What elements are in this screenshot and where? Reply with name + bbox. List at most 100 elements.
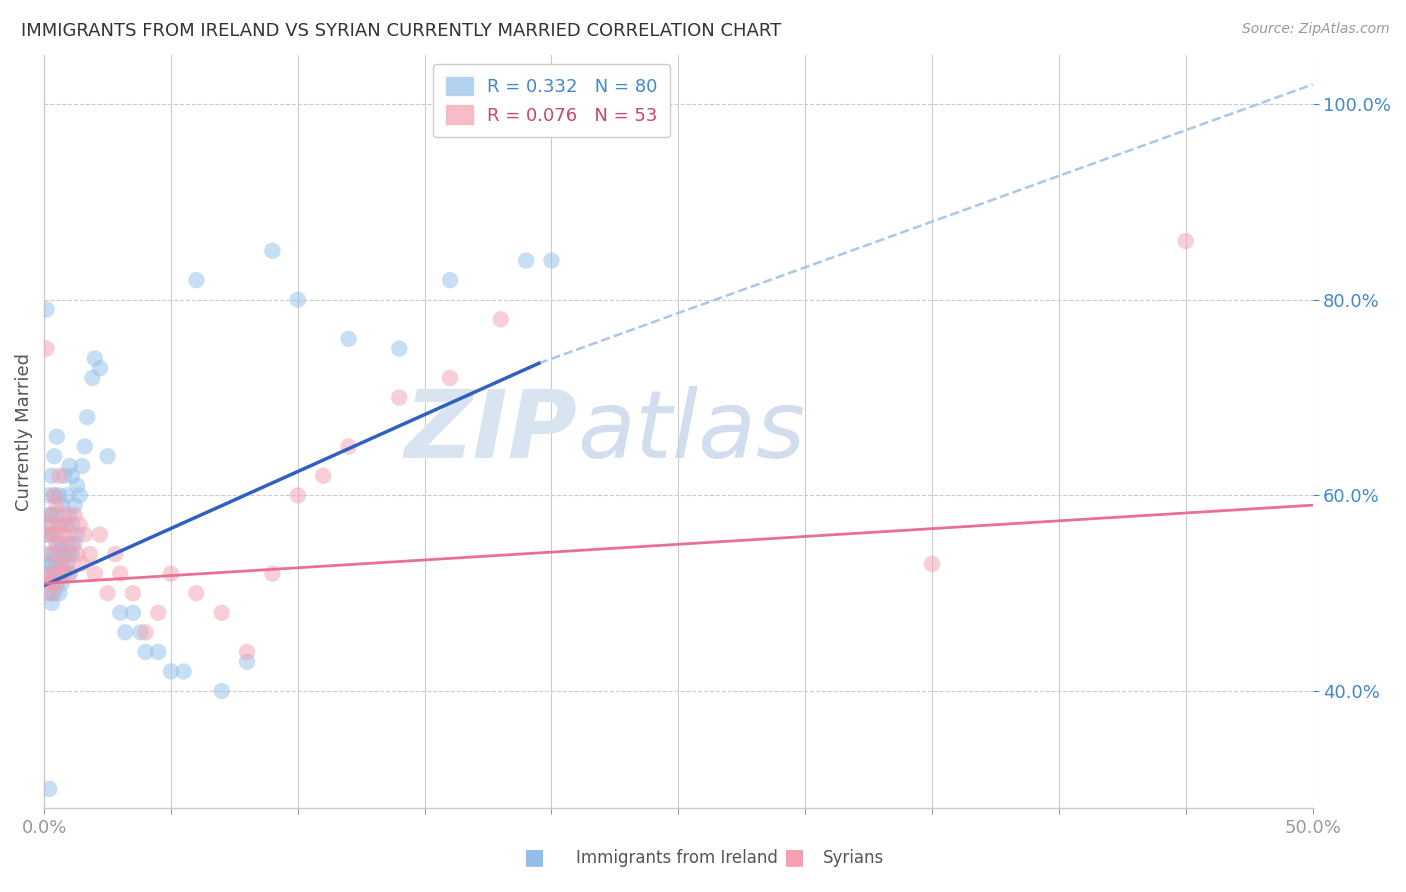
Point (82, 371, 104, 385)
Text: ■: ■ (785, 847, 804, 867)
Point (89, 527, 111, 541)
Point (104, 547, 127, 561)
Point (41, 586, 63, 600)
Point (53, 517, 76, 532)
Point (51, 566, 73, 581)
Point (35, 527, 58, 541)
Point (83, 351, 105, 366)
Point (51, 576, 73, 591)
Point (262, 566, 284, 581)
Point (114, 625, 136, 640)
Point (388, 391, 411, 405)
Point (38, 517, 60, 532)
Point (60, 547, 83, 561)
Point (45, 430, 67, 444)
Point (211, 606, 233, 620)
Point (35, 547, 58, 561)
Point (129, 625, 152, 640)
Point (79, 547, 101, 561)
Point (41, 508, 63, 522)
Point (41, 596, 63, 610)
Point (60, 517, 83, 532)
Point (58, 566, 80, 581)
Point (38, 557, 60, 571)
Point (38, 586, 60, 600)
Point (53, 547, 76, 561)
Point (44, 566, 66, 581)
Text: atlas: atlas (576, 386, 806, 477)
Point (51, 498, 73, 512)
Point (41, 527, 63, 541)
Point (66, 478, 89, 492)
Point (45, 537, 67, 551)
Point (186, 273, 208, 287)
Point (540, 253, 562, 268)
Point (56, 537, 79, 551)
Point (51, 527, 73, 541)
Point (56, 517, 79, 532)
Point (44, 488, 66, 502)
Point (53, 547, 76, 561)
Text: Source: ZipAtlas.com: Source: ZipAtlas.com (1241, 22, 1389, 37)
Point (63, 498, 86, 512)
Point (70, 557, 93, 571)
Point (337, 440, 360, 454)
Point (35, 527, 58, 541)
Point (63, 508, 86, 522)
Point (44, 527, 66, 541)
Text: IMMIGRANTS FROM IRELAND VS SYRIAN CURRENTLY MARRIED CORRELATION CHART: IMMIGRANTS FROM IRELAND VS SYRIAN CURREN… (21, 22, 782, 40)
Point (48, 517, 70, 532)
Point (262, 244, 284, 258)
Point (122, 606, 145, 620)
Point (69, 517, 91, 532)
Point (45, 498, 67, 512)
Point (160, 566, 183, 581)
Point (60, 468, 83, 483)
Point (73, 440, 96, 454)
Point (35, 566, 58, 581)
Text: Immigrants from Ireland: Immigrants from Ireland (576, 849, 779, 867)
Point (66, 547, 89, 561)
Point (53, 566, 76, 581)
Point (56, 557, 79, 571)
Point (186, 586, 208, 600)
Point (69, 488, 91, 502)
Point (287, 488, 309, 502)
Point (148, 606, 170, 620)
Point (76, 410, 98, 425)
Point (66, 527, 89, 541)
Point (53, 508, 76, 522)
Point (312, 468, 335, 483)
Point (515, 253, 537, 268)
Point (44, 527, 66, 541)
Point (51, 557, 73, 571)
Point (58, 547, 80, 561)
Point (45, 576, 67, 591)
Point (35, 566, 58, 581)
Legend: R = 0.332   N = 80, R = 0.076   N = 53: R = 0.332 N = 80, R = 0.076 N = 53 (433, 64, 671, 137)
Text: Syrians: Syrians (823, 849, 884, 867)
Point (236, 645, 259, 659)
Point (44, 547, 66, 561)
Point (48, 517, 70, 532)
Point (70, 458, 93, 473)
Point (44, 566, 66, 581)
Point (83, 566, 105, 581)
Point (110, 606, 132, 620)
Point (48, 488, 70, 502)
Point (41, 508, 63, 522)
Point (236, 655, 259, 669)
Point (41, 576, 63, 591)
Point (48, 547, 70, 561)
Y-axis label: Currently Married: Currently Married (15, 353, 32, 511)
Point (58, 527, 80, 541)
Point (38, 576, 60, 591)
Point (135, 645, 157, 659)
Point (56, 557, 79, 571)
Point (337, 332, 360, 346)
Point (41, 547, 63, 561)
Point (489, 312, 512, 326)
Point (173, 665, 195, 679)
Point (60, 537, 83, 551)
Point (38, 781, 60, 796)
